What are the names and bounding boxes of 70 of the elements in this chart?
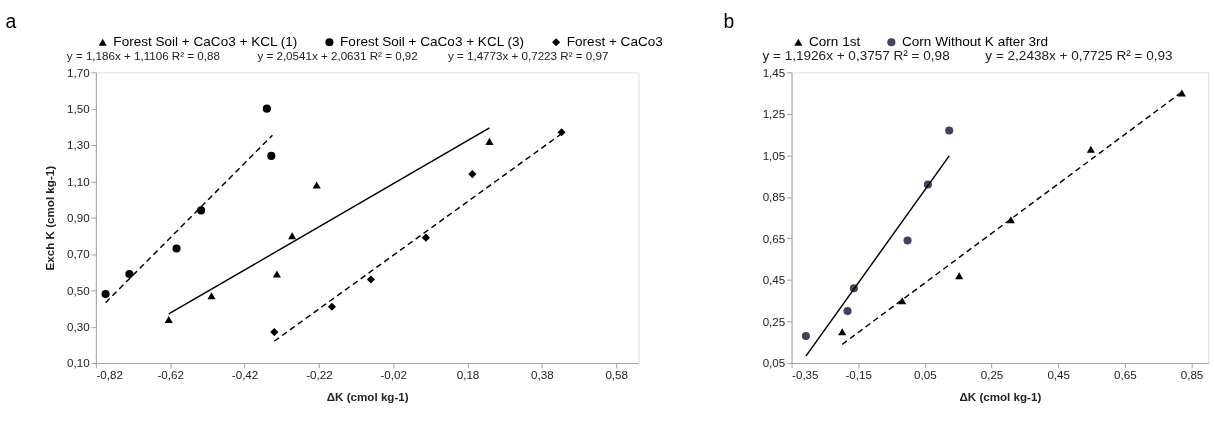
x-tick-label: 0,05 — [914, 367, 937, 381]
y-tick-label: 1,50 — [67, 102, 90, 116]
text: y = 2,2438x + 0,7725 R² = 0,93 — [985, 47, 1173, 63]
legend-label: Forest Soil + CaCo3 + KCL (3) — [340, 34, 525, 50]
x-tick-label: 0,58 — [605, 367, 628, 381]
x-tick-label: -0,82 — [96, 367, 123, 381]
chart-title: b — [723, 9, 735, 32]
point — [101, 289, 110, 299]
point — [903, 236, 912, 245]
x-tick-label: 0,38 — [531, 367, 554, 381]
point — [267, 151, 276, 160]
point — [1086, 145, 1095, 153]
x-axis-title: ΔK (cmol kg-1) — [326, 390, 409, 404]
y-tick-label: 0,65 — [762, 231, 786, 245]
point — [557, 128, 566, 137]
x-tick-label: 0,85 — [1180, 367, 1204, 381]
y-tick-label: 0,25 — [762, 314, 786, 328]
y-tick-label: 0,05 — [762, 356, 786, 370]
point — [270, 328, 279, 337]
chart-title: a — [5, 9, 17, 32]
point — [197, 206, 206, 215]
point — [801, 331, 810, 341]
point — [945, 126, 954, 135]
point — [288, 232, 297, 240]
point — [468, 170, 477, 179]
point — [843, 307, 852, 316]
y-tick-label: 0,45 — [762, 273, 786, 287]
y-tick-label: 1,25 — [762, 107, 786, 121]
y-tick-label: 1,45 — [762, 65, 786, 79]
x-tick-label: -0,62 — [157, 367, 184, 381]
legend-label: Forest + CaCo3 — [566, 34, 663, 50]
x-axis-title: ΔK (cmol kg-1) — [959, 390, 1042, 404]
y-tick-label: 1,05 — [762, 148, 786, 162]
y-tick-label: 1,70 — [67, 65, 90, 79]
x-tick-label: 0,25 — [980, 367, 1004, 381]
x-tick-label: -0,22 — [306, 367, 333, 381]
legend-label: Corn 1st — [809, 34, 861, 50]
x-tick-label: 0,45 — [1047, 367, 1070, 381]
point — [172, 244, 181, 253]
point — [366, 275, 375, 284]
legend-label: Corn Without K after 3rd — [902, 34, 1049, 50]
text: y = 1,186x + 1,1106 R² = 0,88 — [66, 48, 220, 62]
legend-label: Forest Soil + CaCo3 + KCL (1) — [113, 34, 298, 50]
x-tick-label: -0,15 — [845, 367, 872, 381]
point — [125, 269, 134, 279]
point — [207, 292, 216, 300]
y-tick-label: 0,70 — [67, 247, 90, 261]
text: y = 1,4773x + 0,7223 R² = 0,97 — [447, 48, 609, 62]
text: y = 2,0541x + 2,0631 R² = 0,92 — [257, 48, 418, 62]
point — [1177, 89, 1186, 97]
y-tick-label: 1,30 — [67, 138, 90, 152]
y-tick-label: 0,90 — [67, 211, 90, 225]
y-tick-label: 0,85 — [762, 190, 786, 204]
x-tick-label: 0,65 — [1114, 367, 1137, 381]
x-tick-label: -0,02 — [380, 367, 407, 381]
point — [327, 302, 336, 311]
y-tick-label: 0,50 — [67, 283, 90, 297]
point — [955, 272, 964, 280]
point — [262, 104, 271, 113]
y-tick-label: 0,30 — [67, 320, 90, 334]
y-axis-title: Exch K (cmol kg-1) — [43, 165, 57, 271]
x-tick-label: 0,18 — [456, 367, 480, 381]
point — [164, 315, 173, 323]
point — [485, 137, 494, 145]
x-tick-label: -0,42 — [231, 367, 259, 381]
y-tick-label: 0,10 — [67, 356, 90, 370]
y-tick-label: 1,10 — [67, 174, 90, 188]
text: y = 1,1926x + 0,3757 R² = 0,98 — [762, 47, 950, 63]
point — [421, 233, 430, 242]
x-tick-label: -0,35 — [792, 367, 819, 381]
